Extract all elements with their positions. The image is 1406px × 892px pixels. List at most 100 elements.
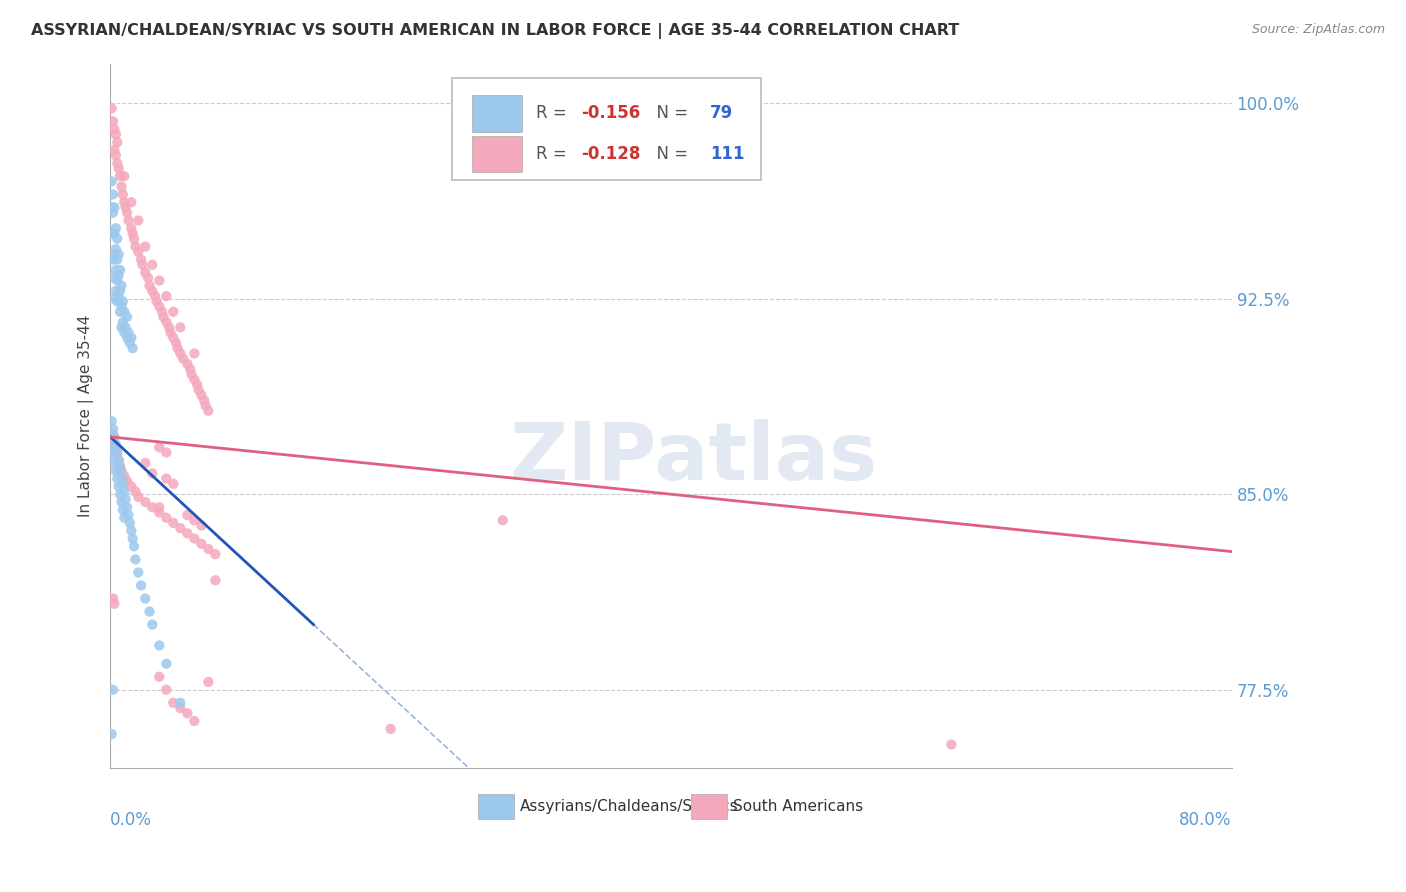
Point	[141, 500, 163, 515]
Point	[101, 448, 124, 462]
Point	[105, 252, 128, 267]
Point	[380, 722, 402, 736]
Point	[162, 331, 184, 345]
Point	[114, 201, 136, 215]
Point	[107, 289, 129, 303]
Text: -0.128: -0.128	[581, 145, 641, 163]
Point	[103, 435, 125, 450]
FancyBboxPatch shape	[692, 794, 727, 820]
Point	[155, 510, 177, 524]
Point	[108, 169, 131, 183]
Point	[157, 320, 180, 334]
Point	[120, 524, 142, 538]
Point	[124, 552, 146, 566]
Point	[101, 682, 124, 697]
Point	[148, 500, 170, 515]
Point	[101, 427, 124, 442]
Point	[110, 495, 132, 509]
Point	[127, 244, 149, 259]
Text: 111: 111	[710, 145, 745, 163]
Point	[110, 278, 132, 293]
Text: 79: 79	[710, 104, 734, 122]
Point	[103, 227, 125, 241]
Point	[104, 148, 127, 162]
Point	[141, 284, 163, 298]
Point	[105, 156, 128, 170]
Point	[941, 738, 963, 752]
Point	[108, 461, 131, 475]
Text: Source: ZipAtlas.com: Source: ZipAtlas.com	[1251, 23, 1385, 37]
Point	[101, 114, 124, 128]
Point	[105, 448, 128, 462]
Point	[169, 346, 191, 360]
Point	[103, 143, 125, 157]
Point	[162, 696, 184, 710]
Point	[165, 336, 187, 351]
Point	[104, 442, 127, 457]
Point	[134, 591, 156, 606]
Point	[100, 174, 122, 188]
Point	[176, 706, 198, 721]
Point	[127, 213, 149, 227]
Point	[121, 341, 143, 355]
Point	[104, 128, 127, 142]
Point	[186, 377, 208, 392]
Point	[115, 205, 138, 219]
Point	[117, 508, 139, 522]
Point	[162, 516, 184, 530]
Point	[148, 639, 170, 653]
Point	[141, 258, 163, 272]
Point	[131, 258, 153, 272]
Point	[155, 472, 177, 486]
Text: -0.156: -0.156	[581, 104, 641, 122]
Point	[134, 456, 156, 470]
Point	[120, 221, 142, 235]
Point	[187, 383, 209, 397]
Text: ASSYRIAN/CHALDEAN/SYRIAC VS SOUTH AMERICAN IN LABOR FORCE | AGE 35-44 CORRELATIO: ASSYRIAN/CHALDEAN/SYRIAC VS SOUTH AMERIC…	[31, 23, 959, 39]
Text: ZIPatlas: ZIPatlas	[509, 419, 877, 497]
Point	[145, 294, 167, 309]
Point	[105, 445, 128, 459]
Point	[103, 292, 125, 306]
Point	[204, 574, 226, 588]
FancyBboxPatch shape	[453, 78, 761, 180]
Point	[193, 393, 215, 408]
Point	[110, 469, 132, 483]
Point	[100, 727, 122, 741]
Point	[492, 513, 515, 527]
Point	[104, 263, 127, 277]
Point	[111, 503, 134, 517]
Point	[180, 368, 202, 382]
Point	[190, 518, 212, 533]
Point	[121, 532, 143, 546]
Point	[150, 304, 173, 318]
Point	[114, 492, 136, 507]
Point	[166, 341, 188, 355]
Point	[103, 201, 125, 215]
Point	[115, 331, 138, 345]
Point	[122, 540, 145, 554]
Point	[100, 414, 122, 428]
Point	[134, 495, 156, 509]
Point	[104, 438, 127, 452]
Text: R =: R =	[537, 104, 572, 122]
Point	[183, 513, 205, 527]
Point	[112, 510, 135, 524]
Point	[124, 239, 146, 253]
Point	[105, 232, 128, 246]
Point	[183, 714, 205, 728]
Point	[103, 247, 125, 261]
Point	[179, 362, 201, 376]
FancyBboxPatch shape	[472, 95, 522, 132]
Point	[169, 521, 191, 535]
Point	[162, 304, 184, 318]
Point	[141, 467, 163, 481]
Point	[120, 195, 142, 210]
Point	[129, 252, 152, 267]
Point	[104, 242, 127, 256]
Point	[111, 476, 134, 491]
Point	[103, 122, 125, 136]
Point	[120, 331, 142, 345]
Point	[107, 161, 129, 176]
Point	[183, 532, 205, 546]
